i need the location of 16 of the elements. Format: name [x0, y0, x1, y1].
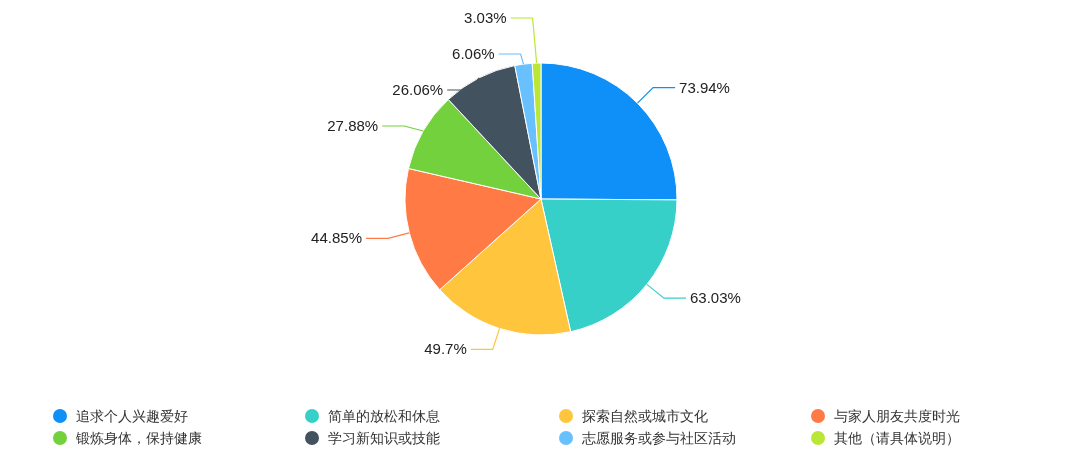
legend-label: 追求个人兴趣爱好 — [76, 408, 188, 424]
data-label: 63.03% — [689, 289, 741, 307]
data-label: 26.06% — [392, 81, 444, 98]
legend-label: 学习新知识或技能 — [328, 430, 440, 446]
legend-label: 锻炼身体，保持健康 — [75, 430, 202, 446]
data-label: 44.85% — [311, 229, 362, 247]
data-label: 49.7% — [424, 340, 467, 358]
legend-label: 简单的放松和休息 — [328, 408, 440, 424]
data-label: 3.03% — [464, 9, 507, 26]
data-label: 6.06% — [452, 45, 495, 62]
legend-label: 志愿服务或参与社区活动 — [582, 430, 736, 446]
data-label: 73.94% — [679, 78, 730, 96]
legend-label: 与家人朋友共度时光 — [834, 408, 960, 424]
legend-label: 探索自然或城市文化 — [582, 408, 708, 424]
legend-label: 其他（请具体说明） — [834, 430, 960, 446]
data-label: 27.88% — [327, 117, 379, 134]
